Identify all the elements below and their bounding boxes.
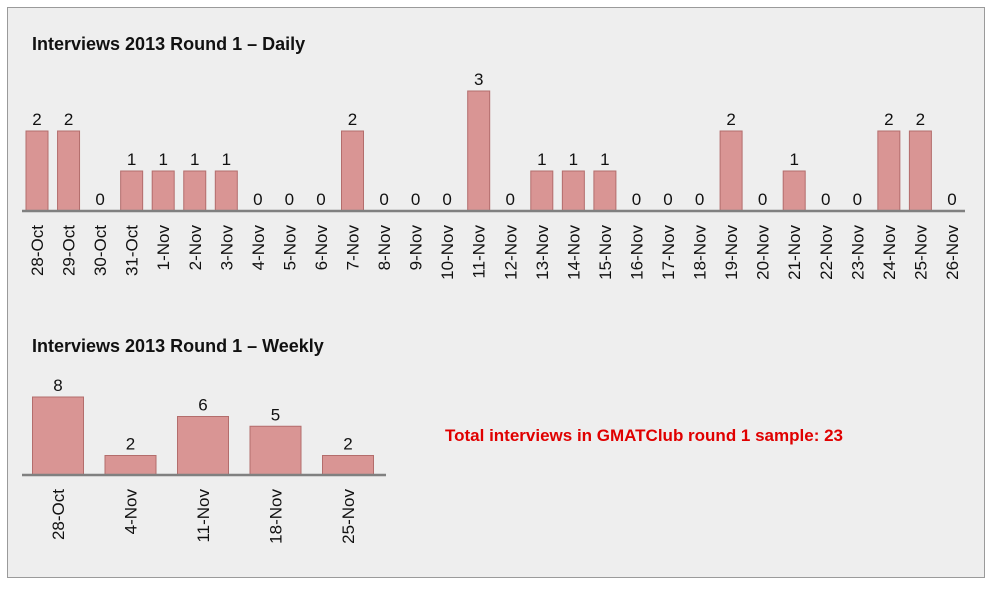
daily-bar [183,170,207,212]
daily-value-label: 0 [379,190,388,209]
daily-value-label: 1 [158,150,167,169]
weekly-bar [104,455,157,476]
daily-value-label: 0 [853,190,862,209]
daily-value-label: 2 [348,110,357,129]
weekly-bar [177,416,229,476]
daily-value-label: 0 [506,190,515,209]
weekly-tick-label: 18-Nov [267,489,286,544]
daily-bar [151,170,175,212]
weekly-value-label: 5 [271,405,280,424]
daily-bar [719,130,743,212]
daily-tick-label: 14-Nov [564,225,583,280]
daily-value-label: 0 [821,190,830,209]
daily-value-label: 1 [127,150,136,169]
weekly-value-label: 8 [53,376,62,395]
daily-chart: 228-Oct229-Oct030-Oct131-Oct11-Nov12-Nov… [25,70,962,280]
daily-value-label: 0 [253,190,262,209]
daily-bar [908,130,932,212]
weekly-tick-label: 25-Nov [339,489,358,544]
daily-tick-label: 15-Nov [596,225,615,280]
daily-tick-label: 26-Nov [943,225,962,280]
daily-value-label: 3 [474,70,483,89]
daily-value-label: 2 [884,110,893,129]
weekly-value-label: 6 [198,396,207,415]
daily-bar [341,130,364,212]
daily-value-label: 1 [222,150,231,169]
daily-tick-label: 25-Nov [911,225,930,280]
daily-value-label: 0 [442,190,451,209]
daily-value-label: 0 [663,190,672,209]
daily-chart-title: Interviews 2013 Round 1 – Daily [32,34,305,54]
daily-tick-label: 12-Nov [501,225,520,280]
daily-bar [120,170,144,212]
weekly-tick-label: 28-Oct [49,489,68,540]
daily-tick-label: 13-Nov [533,225,552,280]
daily-tick-label: 24-Nov [880,225,899,280]
weekly-tick-label: 11-Nov [194,489,213,543]
daily-tick-label: 30-Oct [91,225,110,276]
weekly-bar [32,396,84,476]
daily-tick-label: 1-Nov [154,225,173,271]
daily-value-label: 2 [64,110,73,129]
daily-tick-label: 9-Nov [407,225,426,271]
weekly-tick-label: 4-Nov [122,489,141,535]
daily-tick-label: 21-Nov [785,225,804,280]
daily-tick-label: 16-Nov [627,225,646,280]
daily-value-label: 0 [758,190,767,209]
daily-bar [25,130,49,212]
weekly-value-label: 2 [126,435,135,454]
daily-tick-label: 17-Nov [659,225,678,280]
daily-tick-label: 2-Nov [186,225,205,271]
daily-tick-label: 22-Nov [817,225,836,280]
daily-bar [782,170,806,212]
weekly-value-label: 2 [343,435,352,454]
daily-tick-label: 11-Nov [470,225,489,279]
weekly-bar [249,425,302,476]
daily-value-label: 0 [695,190,704,209]
weekly-bar [322,455,374,476]
daily-bar [530,170,554,212]
daily-bar [593,170,617,212]
chart-panel [7,7,985,578]
daily-value-label: 2 [916,110,925,129]
daily-value-label: 1 [190,150,199,169]
daily-value-label: 0 [411,190,420,209]
daily-value-label: 1 [537,150,546,169]
daily-value-label: 2 [726,110,735,129]
daily-value-label: 2 [32,110,41,129]
daily-bar [561,170,585,212]
daily-tick-label: 29-Oct [60,225,79,276]
daily-tick-label: 10-Nov [438,225,457,280]
daily-tick-label: 5-Nov [280,225,299,271]
daily-tick-label: 7-Nov [344,225,363,271]
daily-tick-label: 6-Nov [312,225,331,271]
daily-bar [214,170,238,212]
weekly-chart-title: Interviews 2013 Round 1 – Weekly [32,336,324,356]
weekly-chart: 8 28-Oct 2 4-Nov 6 11-Nov 5 18-Nov 2 25-Nov [32,376,374,544]
daily-tick-label: 18-Nov [691,225,710,280]
daily-value-label: 1 [569,150,578,169]
daily-bar [877,130,901,212]
daily-value-label: 1 [789,150,798,169]
daily-bar [467,90,491,212]
daily-value-label: 1 [600,150,609,169]
daily-value-label: 0 [632,190,641,209]
daily-value-label: 0 [947,190,956,209]
daily-tick-label: 3-Nov [217,225,236,271]
daily-bar [57,130,81,212]
daily-tick-label: 19-Nov [722,225,741,280]
daily-tick-label: 28-Oct [28,225,47,276]
daily-tick-label: 20-Nov [754,225,773,280]
daily-tick-label: 4-Nov [249,225,268,271]
daily-tick-label: 8-Nov [375,225,394,271]
daily-tick-label: 31-Oct [123,225,142,276]
daily-value-label: 0 [95,190,104,209]
total-interviews-annotation: Total interviews in GMATClub round 1 sam… [445,426,843,445]
daily-value-label: 0 [285,190,294,209]
daily-tick-label: 23-Nov [848,225,867,280]
daily-value-label: 0 [316,190,325,209]
